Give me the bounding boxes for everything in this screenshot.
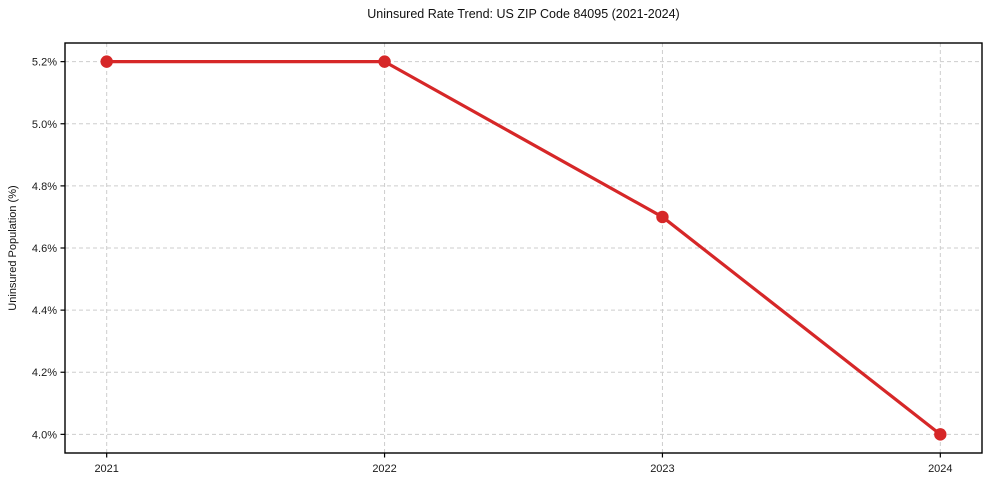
trend-line [105, 60, 942, 436]
y-tick-label: 4.0% [32, 429, 57, 441]
x-tick-label: 2023 [650, 463, 674, 475]
chart-title: Uninsured Rate Trend: US ZIP Code 84095 … [367, 7, 680, 21]
y-tick-label: 4.2% [32, 367, 57, 379]
y-tick-label: 5.0% [32, 119, 57, 131]
y-tick-label: 5.2% [32, 57, 57, 69]
data-point [656, 210, 669, 224]
y-tick-label: 4.4% [32, 305, 57, 317]
data-point [934, 428, 947, 441]
x-tick-label: 2022 [372, 463, 396, 475]
x-tick-label: 2024 [928, 463, 952, 475]
data-point [378, 55, 391, 68]
y-tick-label: 4.6% [32, 243, 57, 255]
y-tick-label: 4.8% [32, 181, 57, 193]
data-point [100, 55, 113, 68]
x-tick-label: 2021 [94, 463, 118, 475]
